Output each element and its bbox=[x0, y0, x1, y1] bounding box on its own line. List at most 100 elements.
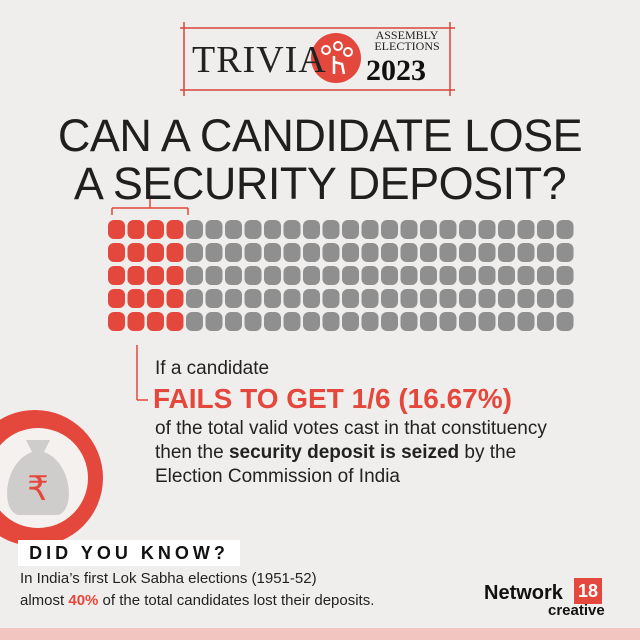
grid-dot bbox=[108, 312, 125, 331]
grid-dot bbox=[205, 266, 223, 285]
text: If a candidate bbox=[155, 358, 270, 379]
text: then the security deposit is seized by t… bbox=[155, 442, 516, 464]
emphasis: security deposit is seized bbox=[228, 442, 460, 463]
grid-dot bbox=[205, 220, 223, 239]
text: then the bbox=[155, 442, 229, 463]
title: CAN A CANDIDATE LOSE bbox=[57, 110, 583, 161]
grid-dot bbox=[439, 289, 457, 308]
grid-dot bbox=[147, 220, 164, 239]
grid-dot bbox=[556, 289, 574, 308]
grid-dot bbox=[166, 312, 184, 331]
grid-dot bbox=[283, 220, 301, 239]
header-label: TRIVIA bbox=[192, 39, 327, 81]
grid-dot bbox=[186, 220, 203, 239]
grid-dot bbox=[186, 312, 203, 331]
grid-dot bbox=[147, 266, 164, 285]
grid-dot bbox=[498, 289, 515, 308]
grid-dot bbox=[225, 312, 242, 331]
grid-dot bbox=[420, 220, 437, 239]
grid-dot bbox=[361, 266, 379, 285]
grid-dot bbox=[459, 266, 476, 285]
grid-dot bbox=[537, 243, 554, 262]
header-year: 2023 bbox=[366, 54, 426, 87]
grid-dot bbox=[420, 312, 437, 331]
grid-dot bbox=[498, 243, 515, 262]
grid-dot bbox=[303, 243, 320, 262]
grid-dot bbox=[537, 220, 554, 239]
grid-dot bbox=[303, 220, 320, 239]
grid-dot bbox=[439, 243, 457, 262]
grid-dot bbox=[244, 312, 262, 331]
grid-dot bbox=[205, 312, 223, 331]
grid-dot bbox=[556, 312, 574, 331]
grid-dot bbox=[205, 289, 223, 308]
grid-dot bbox=[166, 266, 184, 285]
grid-dot bbox=[322, 289, 340, 308]
grid-dot bbox=[459, 220, 476, 239]
grid-dot bbox=[186, 243, 203, 262]
grid-dot bbox=[537, 266, 554, 285]
grid-dot bbox=[303, 289, 320, 308]
grid-dot bbox=[556, 266, 574, 285]
grid-dot bbox=[400, 220, 418, 239]
grid-dot bbox=[400, 289, 418, 308]
svg-text:₹: ₹ bbox=[27, 469, 49, 509]
grid-dot bbox=[381, 312, 398, 331]
text: of the total candidates lost their depos… bbox=[98, 592, 375, 609]
grid-dot bbox=[381, 266, 398, 285]
grid-dot bbox=[537, 289, 554, 308]
grid-dot bbox=[420, 243, 437, 262]
grid-dot bbox=[342, 312, 359, 331]
grid-dot bbox=[439, 312, 457, 331]
grid-dot bbox=[517, 266, 535, 285]
grid-dot bbox=[303, 312, 320, 331]
grid-dot bbox=[264, 220, 281, 239]
grid-dot bbox=[478, 266, 496, 285]
grid-dot bbox=[205, 243, 223, 262]
text: In India’s first Lok Sabha elections (19… bbox=[20, 570, 317, 587]
title: A SECURITY DEPOSIT? bbox=[73, 158, 567, 209]
grid-dot bbox=[400, 312, 418, 331]
grid-dot bbox=[127, 312, 145, 331]
grid-dot bbox=[108, 289, 125, 308]
grid-dot bbox=[381, 220, 398, 239]
grid-dot bbox=[517, 289, 535, 308]
grid-dot bbox=[127, 289, 145, 308]
grid-dot bbox=[225, 220, 242, 239]
grid-dot bbox=[147, 243, 164, 262]
grid-dot bbox=[361, 312, 379, 331]
grid-dot bbox=[322, 220, 340, 239]
grid-dot bbox=[420, 266, 437, 285]
brand-badge: 18 bbox=[574, 578, 602, 604]
grid-dot bbox=[342, 266, 359, 285]
grid-dot bbox=[400, 266, 418, 285]
grid-dot bbox=[342, 220, 359, 239]
brand-sub: creative bbox=[548, 602, 605, 619]
grid-dot bbox=[478, 312, 496, 331]
text: almost 40% of the total candidates lost … bbox=[20, 592, 374, 609]
grid-dot bbox=[478, 220, 496, 239]
grid-dot bbox=[264, 289, 281, 308]
grid-dot bbox=[517, 312, 535, 331]
grid-dot bbox=[225, 266, 242, 285]
grid-dot bbox=[186, 266, 203, 285]
grid-dot bbox=[459, 289, 476, 308]
grid-dot bbox=[127, 220, 145, 239]
grid-dot bbox=[478, 243, 496, 262]
grid-dot bbox=[264, 312, 281, 331]
grid-dot bbox=[361, 220, 379, 239]
grid-dot bbox=[244, 289, 262, 308]
grid-dot bbox=[127, 266, 145, 285]
emphasis: 40% bbox=[68, 592, 99, 609]
grid-dot bbox=[342, 289, 359, 308]
grid-dot bbox=[244, 220, 262, 239]
grid-dot bbox=[264, 266, 281, 285]
grid-dot bbox=[381, 289, 398, 308]
grid-dot bbox=[478, 289, 496, 308]
grid-dot bbox=[459, 243, 476, 262]
grid-dot bbox=[283, 266, 301, 285]
grid-dot bbox=[283, 243, 301, 262]
grid-dot bbox=[322, 243, 340, 262]
